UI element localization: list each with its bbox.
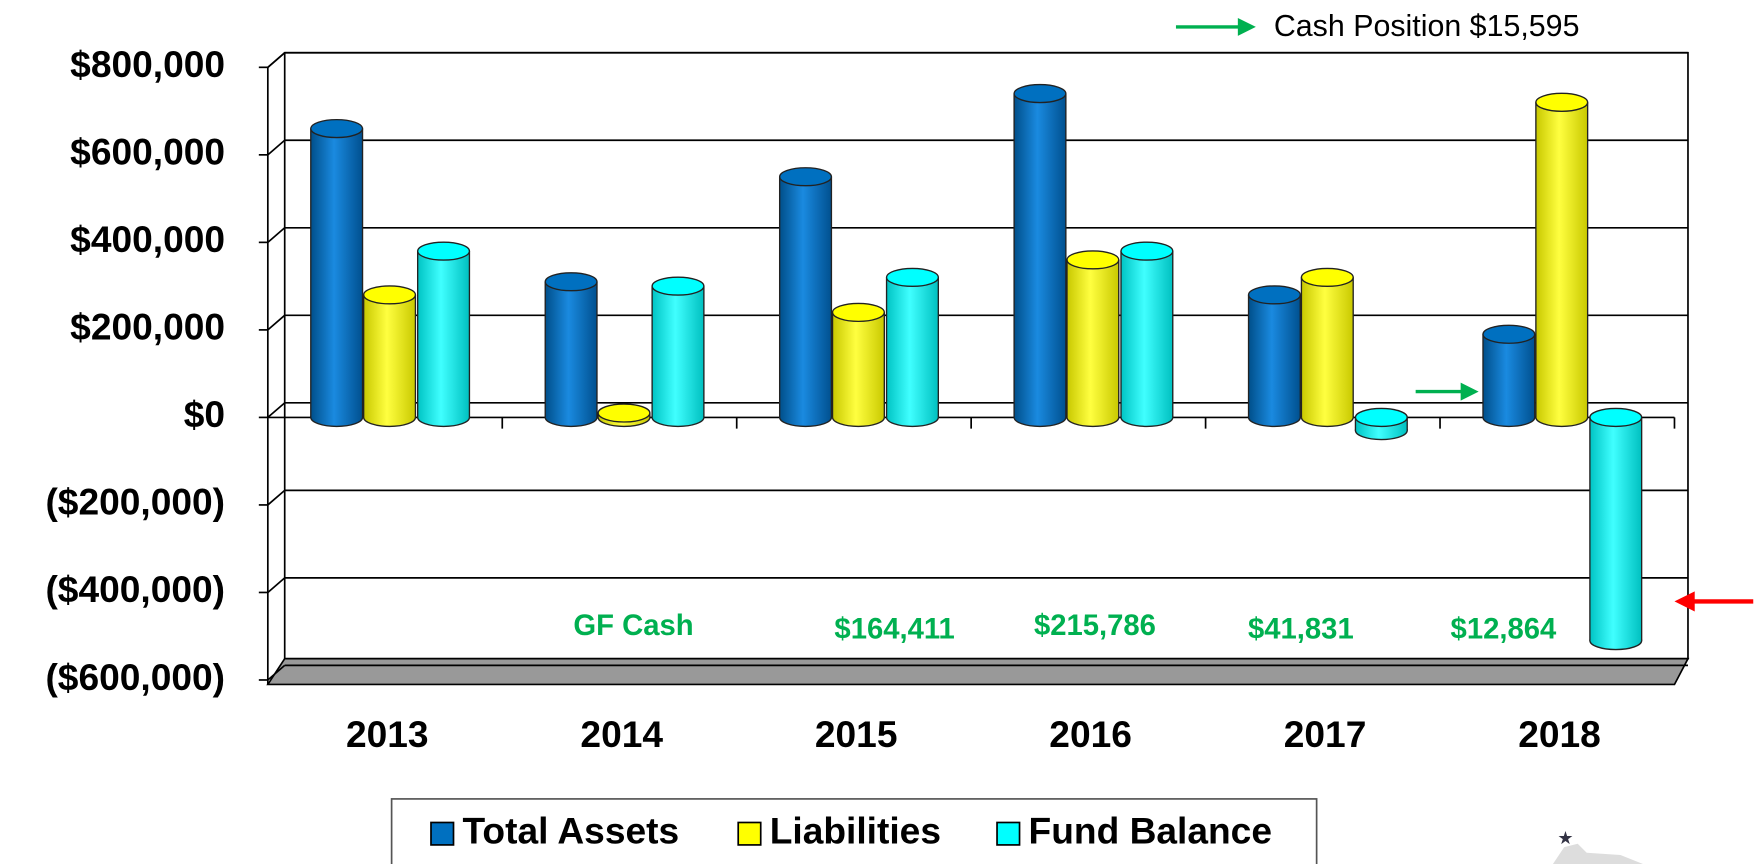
bar bbox=[1248, 294, 1301, 418]
x-tick-label: 2015 bbox=[815, 713, 898, 755]
annotation: $12,864 bbox=[1451, 613, 1557, 645]
y-tick-label: $400,000 bbox=[70, 218, 225, 260]
bar-top bbox=[1247, 285, 1301, 305]
bar bbox=[1301, 277, 1354, 418]
arrow-head bbox=[1237, 17, 1256, 36]
bar bbox=[310, 128, 363, 418]
annotation: $164,411 bbox=[834, 613, 954, 645]
grid-edge bbox=[267, 227, 286, 244]
bar bbox=[1589, 417, 1642, 641]
bar bbox=[545, 281, 597, 418]
bar bbox=[779, 176, 832, 418]
x-tick-label: 2013 bbox=[346, 713, 429, 755]
y-tick-label: $200,000 bbox=[70, 306, 225, 348]
back-wall bbox=[283, 51, 1689, 660]
bar-top bbox=[778, 167, 833, 187]
bar bbox=[1482, 334, 1535, 418]
bar-top bbox=[831, 302, 885, 323]
bar-top bbox=[362, 285, 417, 305]
legend-label: Fund Balance bbox=[1029, 810, 1272, 852]
bar-top bbox=[1066, 250, 1120, 270]
legend-swatch bbox=[996, 821, 1021, 846]
bars bbox=[310, 83, 1643, 651]
bar-top bbox=[1013, 83, 1067, 104]
annotation: $41,831 bbox=[1248, 613, 1354, 645]
y-tick-label: ($200,000) bbox=[45, 481, 225, 523]
legend-swatch bbox=[737, 821, 762, 846]
x-tick-label: 2014 bbox=[580, 713, 663, 755]
floor bbox=[266, 657, 1690, 686]
y-tick-label: ($600,000) bbox=[45, 656, 225, 698]
bar-top bbox=[885, 267, 940, 288]
legend-swatch bbox=[430, 821, 455, 846]
legend-box bbox=[390, 798, 1318, 864]
grid-edge bbox=[267, 577, 286, 594]
x-tick-label: 2017 bbox=[1284, 713, 1367, 755]
annotation: Cash Position $15,595 bbox=[1274, 10, 1580, 43]
bar-top bbox=[597, 403, 651, 423]
bar-top bbox=[1589, 407, 1643, 428]
bar-top bbox=[1535, 92, 1589, 112]
logo bbox=[1552, 843, 1643, 864]
bar bbox=[652, 286, 704, 418]
bar bbox=[886, 277, 939, 418]
grid-edge bbox=[267, 314, 286, 331]
bar bbox=[1121, 251, 1173, 418]
bar-top bbox=[544, 272, 598, 292]
bar-top bbox=[651, 276, 705, 296]
bar-top bbox=[417, 241, 471, 261]
x-tick-label: 2016 bbox=[1049, 713, 1132, 755]
bar bbox=[832, 312, 885, 418]
bar-top bbox=[1120, 241, 1174, 261]
y-tick-label: $800,000 bbox=[70, 43, 225, 85]
y-tick-label: $600,000 bbox=[70, 131, 225, 173]
y-tick-label: $0 bbox=[184, 393, 225, 435]
legend-label: Total Assets bbox=[463, 810, 680, 852]
bar-top bbox=[1354, 407, 1408, 428]
grid-edge bbox=[267, 664, 286, 681]
y-tick-label: ($400,000) bbox=[45, 568, 225, 610]
annotation: GF Cash bbox=[573, 610, 693, 642]
logo-star: ★ bbox=[1557, 828, 1573, 848]
arrow-head bbox=[1674, 591, 1695, 612]
arrow-head bbox=[1460, 382, 1479, 401]
grid-edge bbox=[267, 489, 286, 506]
annotation: $215,786 bbox=[1034, 610, 1156, 642]
bar bbox=[363, 294, 416, 418]
bar-top bbox=[310, 118, 364, 139]
grid bbox=[258, 51, 1688, 681]
bar bbox=[417, 251, 470, 418]
bar-top bbox=[1300, 267, 1354, 288]
x-tick-label: 2018 bbox=[1518, 713, 1601, 755]
bar-top bbox=[1482, 324, 1536, 344]
grid-edge bbox=[267, 402, 286, 419]
bar bbox=[1535, 102, 1588, 418]
grid-edge bbox=[267, 139, 286, 156]
bar bbox=[1014, 93, 1066, 418]
bar bbox=[1066, 259, 1119, 418]
legend-label: Liabilities bbox=[770, 810, 941, 852]
legend: Total Assets Liabilities Fund Balance bbox=[430, 810, 1272, 852]
grid-edge bbox=[267, 52, 286, 68]
